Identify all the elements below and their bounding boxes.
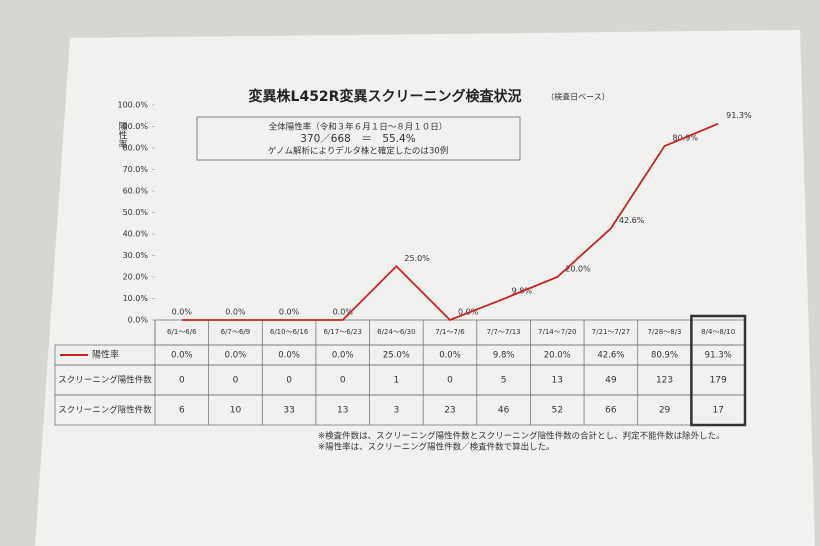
table-cell: 46 xyxy=(498,406,510,416)
table-cell: 0.0% xyxy=(439,351,461,361)
y-tick-label: 90.0% xyxy=(123,122,149,131)
chart-title: 変異株L452R変異スクリーニング検査状況 xyxy=(249,88,522,105)
data-label: 0.0% xyxy=(279,308,300,317)
summary-line: 370／668 ＝ 55.4% xyxy=(300,133,415,145)
table-cell: 0 xyxy=(447,376,453,386)
table-cell: 91.3% xyxy=(705,351,732,361)
table-cell: 42.6% xyxy=(597,351,624,361)
x-tick-label: 6/17～6/23 xyxy=(324,328,362,336)
table-cell: 0 xyxy=(340,376,346,386)
summary-line: ゲノム解析によりデルタ株と確定したのは30例 xyxy=(268,146,448,157)
y-tick-label: 30.0% xyxy=(123,251,149,260)
table-cell: 49 xyxy=(605,376,617,386)
x-tick-label: 7/28～8/3 xyxy=(648,328,682,336)
note: ※検査件数は、スクリーニング陽性件数とスクリーニング陰性件数の合計とし、判定不能… xyxy=(318,431,725,442)
data-label: 0.0% xyxy=(172,308,193,317)
y-tick-label: 100.0% xyxy=(117,101,148,110)
y-tick-label: 0.0% xyxy=(128,316,149,325)
summary-box xyxy=(196,116,521,161)
note: ※陽性率は、スクリーニング陽性件数／検査件数で算出した。 xyxy=(318,442,555,453)
table-cell: 29 xyxy=(659,406,671,416)
table-cell: 123 xyxy=(656,376,673,386)
table-cell: 25.0% xyxy=(383,351,410,361)
highlight-box xyxy=(690,314,747,427)
row-label: スクリーニング陽性件数 xyxy=(58,375,152,386)
table-cell: 6 xyxy=(179,406,185,416)
table-cell: 13 xyxy=(337,406,348,416)
data-label: 0.0% xyxy=(225,308,246,317)
y-tick-label: 60.0% xyxy=(123,187,149,196)
y-tick-label: 40.0% xyxy=(123,230,149,239)
x-tick-label: 7/14～7/20 xyxy=(538,328,576,336)
table-cell: 23 xyxy=(444,406,455,416)
table-cell: 0.0% xyxy=(225,351,247,361)
paper xyxy=(35,30,815,546)
table-cell: 5 xyxy=(501,376,507,386)
table-cell: 80.9% xyxy=(651,351,678,361)
x-tick-label: 6/24～6/30 xyxy=(377,328,415,336)
x-tick-label: 6/10～6/16 xyxy=(270,328,309,336)
summary-line: 全体陽性率（令和３年６月１日～８月１０日） xyxy=(269,122,448,133)
table-cell: 179 xyxy=(710,376,727,386)
x-tick-label: 7/21～7/27 xyxy=(592,328,630,336)
series-line xyxy=(181,122,719,322)
y-tick-label: 20.0% xyxy=(123,273,149,282)
x-tick-label: 6/7～6/9 xyxy=(221,328,251,336)
table-cell: 0 xyxy=(179,376,185,386)
table-cell: 33 xyxy=(283,406,294,416)
table-cell: 17 xyxy=(712,406,723,416)
table-cell: 9.8% xyxy=(493,351,515,361)
x-tick-label: 7/1～7/6 xyxy=(435,328,465,336)
x-tick-label: 7/7～7/13 xyxy=(487,328,521,336)
y-tick-label: 50.0% xyxy=(123,208,149,217)
x-tick-label: 8/4～8/10 xyxy=(701,328,735,336)
table-cell: 66 xyxy=(605,406,617,416)
table-cell: 0.0% xyxy=(278,351,300,361)
data-label: 0.0% xyxy=(333,308,354,317)
table-cell: 3 xyxy=(393,406,399,416)
table-cell: 52 xyxy=(552,406,563,416)
table-cell: 1 xyxy=(393,376,399,386)
data-label: 25.0% xyxy=(404,254,430,263)
legend-label: 陽性率 xyxy=(92,349,119,361)
data-label: 91.3% xyxy=(726,111,752,120)
table-cell: 0.0% xyxy=(171,351,193,361)
table-cell: 0 xyxy=(233,376,239,386)
row-label: スクリーニング陰性件数 xyxy=(58,405,152,416)
y-axis-label: 陽性率 xyxy=(117,121,128,149)
y-tick-label: 10.0% xyxy=(123,294,149,303)
y-tick-label: 80.0% xyxy=(123,144,149,153)
x-tick-label: 6/1～6/6 xyxy=(167,328,197,336)
chart-subtitle: （検査日ベース） xyxy=(546,92,610,102)
table-cell: 20.0% xyxy=(544,351,571,361)
data-label: 42.6% xyxy=(619,216,645,225)
table-cell: 0.0% xyxy=(332,351,354,361)
table-cell: 13 xyxy=(552,376,563,386)
table-cell: 0 xyxy=(286,376,292,386)
table-cell: 10 xyxy=(230,406,242,416)
data-label: 20.0% xyxy=(565,265,591,274)
y-tick-label: 70.0% xyxy=(123,165,149,174)
